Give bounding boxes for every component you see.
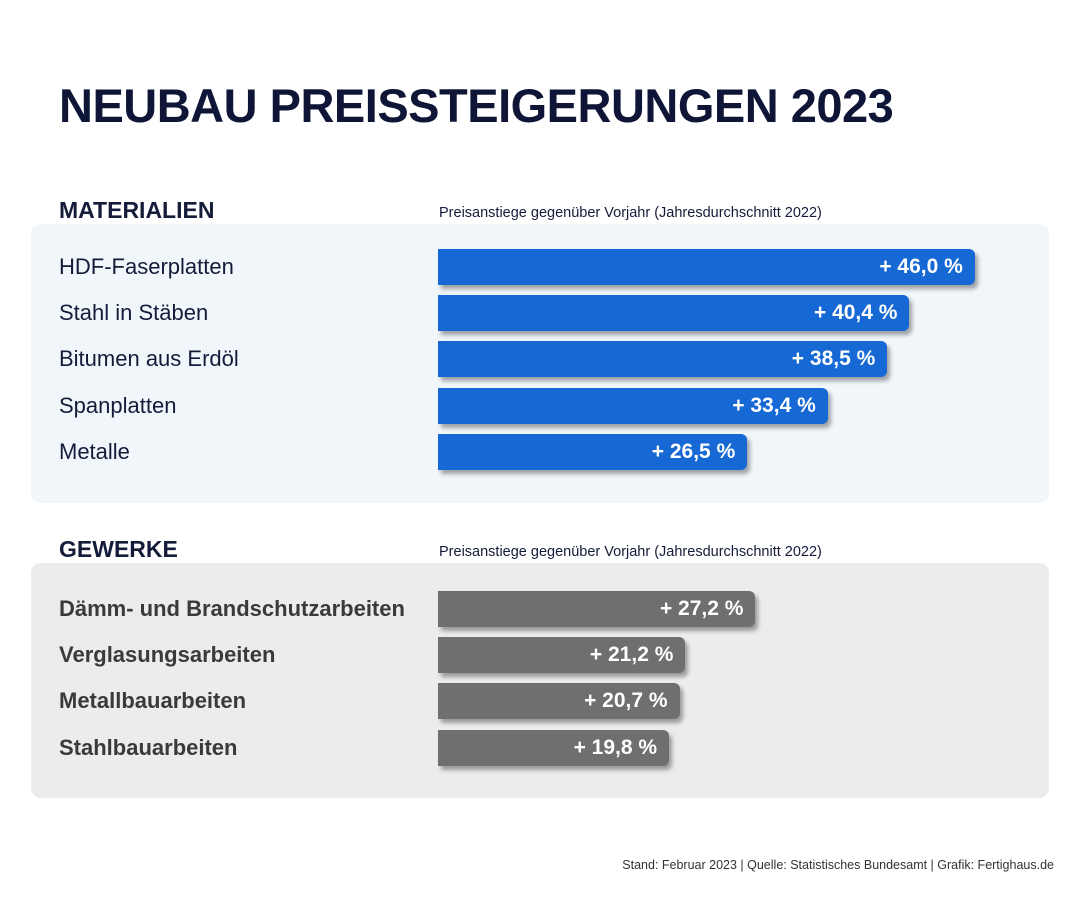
materialien-bar: + 40,4 % (438, 295, 910, 332)
gewerke-category-label: Dämm- und Brandschutzarbeiten (59, 596, 405, 621)
materialien-category-label: Spanplatten (59, 392, 177, 418)
gewerke-bar-value-label: + 27,2 % (659, 597, 744, 620)
gewerke-heading: GEWERKE (59, 536, 178, 562)
materialien-category-label: Stahl in Stäben (59, 300, 209, 326)
gewerke-bar: + 19,8 % (438, 729, 670, 766)
materialien-bar: + 38,5 % (438, 341, 888, 378)
materialien-bar-value-label: + 46,0 % (879, 255, 963, 278)
gewerke-bar-value-label: + 20,7 % (584, 689, 668, 713)
gewerke-subtitle: Preisanstiege gegenüber Vorjahr (Jahresd… (439, 544, 822, 560)
gewerke-category-label: Metallbauarbeiten (59, 688, 247, 714)
materialien-category-label: Metalle (59, 438, 130, 464)
materialien-heading: MATERIALIEN (59, 197, 215, 223)
gewerke-bar-value-label: + 19,8 % (573, 735, 658, 759)
gewerke-bar: + 20,7 % (438, 683, 680, 720)
materialien-bar-value-label: + 26,5 % (651, 439, 736, 463)
source-footer: Stand: Februar 2023 | Quelle: Statistisc… (622, 858, 1054, 872)
gewerke-bar: + 27,2 % (438, 591, 756, 627)
materialien-bar: + 46,0 % (438, 249, 975, 285)
materialien-subtitle: Preisanstiege gegenüber Vorjahr (Jahresd… (439, 205, 822, 221)
materialien-bar-value-label: + 38,5 % (791, 347, 876, 371)
materialien-category-label: HDF-Faserplatten (59, 254, 234, 279)
gewerke-bar: + 21,2 % (438, 637, 686, 674)
materialien-bar-value-label: + 40,4 % (813, 301, 898, 325)
materialien-bar-value-label: + 33,4 % (732, 393, 816, 417)
gewerke-bar-value-label: + 21,2 % (589, 643, 674, 667)
materialien-bar: + 33,4 % (438, 387, 828, 424)
gewerke-category-label: Stahlbauarbeiten (59, 734, 238, 760)
materialien-bar: + 26,5 % (438, 433, 748, 470)
page-title: NEUBAU PREISSTEIGERUNGEN 2023 (59, 79, 894, 132)
gewerke-category-label: Verglasungsarbeiten (59, 642, 276, 668)
materialien-category-label: Bitumen aus Erdöl (59, 346, 239, 372)
